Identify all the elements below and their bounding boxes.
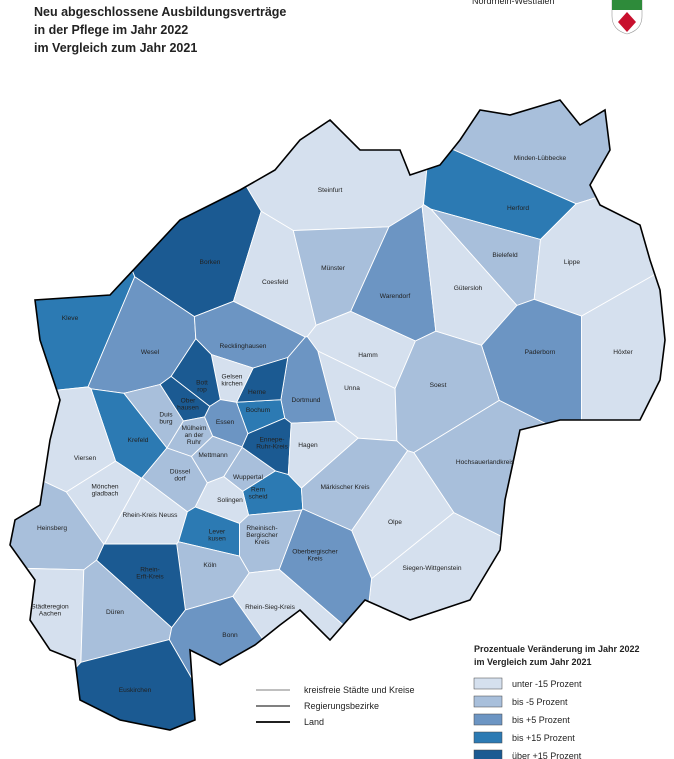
region-label: Kreis <box>307 556 323 563</box>
region-label: Köln <box>203 562 217 569</box>
title-line: im Vergleich zum Jahr 2021 <box>34 41 197 55</box>
legend-label: unter -15 Prozent <box>512 679 582 689</box>
region-label: Steinfurt <box>318 187 343 194</box>
region-label: Rheinisch- <box>246 525 277 532</box>
region-label: Kleve <box>62 315 79 322</box>
legend-label: bis -5 Prozent <box>512 697 568 707</box>
region-label: Heinsberg <box>37 525 67 532</box>
region-label: Rhein- <box>140 567 159 574</box>
region-label: Lippe <box>564 259 580 266</box>
region-label: Oberbergischer <box>292 549 338 556</box>
legend-swatch <box>473 677 503 690</box>
region-label: Erft-Kreis <box>136 574 164 581</box>
region-label: Bochum <box>246 407 271 414</box>
region <box>241 417 292 476</box>
region-label: Mönchen <box>91 484 118 491</box>
title-line: Neu abgeschlossene Ausbildungsverträge <box>34 5 286 19</box>
coat-of-arms <box>611 0 643 35</box>
region-label: Paderborn <box>525 349 556 356</box>
legend-swatch <box>473 731 503 744</box>
region-label: Herne <box>248 389 266 396</box>
region-label: Recklinghausen <box>220 343 267 350</box>
region-label: burg <box>159 419 173 426</box>
region-label: Minden-Lübbecke <box>514 155 567 162</box>
state-border <box>9 99 666 731</box>
region-label: Dortmund <box>292 397 321 404</box>
region-label: rop <box>197 387 207 394</box>
region-label: Lever <box>209 529 226 536</box>
legend-swatch <box>473 749 503 759</box>
region-label: an der <box>185 432 205 439</box>
region-label: Soest <box>430 382 447 389</box>
region-label: Warendorf <box>380 293 411 300</box>
region-label: Unna <box>344 385 360 392</box>
region-label: Olpe <box>388 519 402 526</box>
region-label: Wuppertal <box>233 474 263 481</box>
region-label: Herford <box>507 205 529 212</box>
region-label: Borken <box>200 259 221 266</box>
region-label: Rhein-Sieg-Kreis <box>245 604 296 611</box>
region-label: Coesfeld <box>262 279 288 286</box>
regions <box>9 99 666 731</box>
region-label: kirchen <box>221 381 243 388</box>
legend-line-label: kreisfreie Städte und Kreise <box>304 685 415 695</box>
region-label: Kreis <box>254 539 270 546</box>
legend-label: über +15 Prozent <box>512 751 582 759</box>
legend: Prozentuale Veränderung im Jahr 2022 im V… <box>256 644 640 759</box>
region-label: Viersen <box>74 455 97 462</box>
region-label: dorf <box>174 476 186 483</box>
region-label: Wesel <box>141 349 160 356</box>
legend-label: bis +5 Prozent <box>512 715 570 725</box>
title-line: in der Pflege im Jahr 2022 <box>34 23 188 37</box>
legend-line-label: Land <box>304 717 324 727</box>
state-name: Nordrhein-Westfalen <box>472 0 554 6</box>
region-label: Mettmann <box>198 452 228 459</box>
region-label: Bott <box>196 380 208 387</box>
region-label: Bergischer <box>246 532 278 539</box>
region-label: Städteregion <box>31 604 69 611</box>
region-label: Märkischer Kreis <box>320 484 370 491</box>
region-label: Bielefeld <box>492 252 518 259</box>
region-label: hausen <box>177 405 199 412</box>
region-label: Düssel <box>170 469 191 476</box>
region-labels: Steinfurt Borken Kleve Wesel Coesfeld Münster… <box>31 155 633 694</box>
region-label: Duis <box>159 412 173 419</box>
region-label: Hamm <box>358 352 378 359</box>
region-label: Euskirchen <box>119 687 152 694</box>
region-label: Gelsen <box>222 374 243 381</box>
region-label: Aachen <box>39 611 62 618</box>
region-label: Bonn <box>222 632 238 639</box>
region-label: Essen <box>216 419 235 426</box>
region-label: Höxter <box>613 349 633 356</box>
region-label: Gütersloh <box>454 285 483 292</box>
legend-title: Prozentuale Veränderung im Jahr 2022 <box>474 644 640 654</box>
region-label: Münster <box>321 265 346 272</box>
legend-title: im Vergleich zum Jahr 2021 <box>474 657 592 667</box>
region-label: Ober <box>181 398 196 405</box>
region-label: Solingen <box>217 497 243 504</box>
region-label: gladbach <box>92 491 119 498</box>
region-label: Mülheim <box>182 425 207 432</box>
region-label: Ennepe- <box>260 437 285 444</box>
region-label: Siegen-Wittgenstein <box>402 565 461 572</box>
legend-swatch <box>473 713 503 726</box>
legend-swatch <box>473 695 503 708</box>
region-label: Rem <box>251 487 265 494</box>
region-label: Ruhr-Kreis <box>256 444 288 451</box>
region-label: Hochsauerlandkreis <box>456 459 515 466</box>
region-label: Rhein-Kreis Neuss <box>123 512 179 519</box>
header: Neu abgeschlossene Ausbildungsverträge in… <box>34 0 554 55</box>
region <box>245 119 428 231</box>
region-label: Krefeld <box>128 437 149 444</box>
region-label: kusen <box>208 536 226 543</box>
region-label: Hagen <box>298 442 318 449</box>
legend-label: bis +15 Prozent <box>512 733 575 743</box>
legend-line-label: Regierungsbezirke <box>304 701 379 711</box>
region-label: scheid <box>248 494 267 501</box>
region-label: Ruhr <box>187 439 202 446</box>
region-label: Düren <box>106 609 124 616</box>
